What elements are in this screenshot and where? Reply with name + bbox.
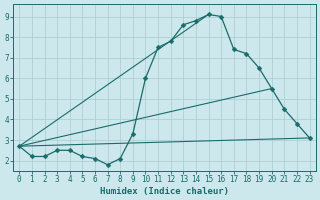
X-axis label: Humidex (Indice chaleur): Humidex (Indice chaleur) xyxy=(100,187,229,196)
